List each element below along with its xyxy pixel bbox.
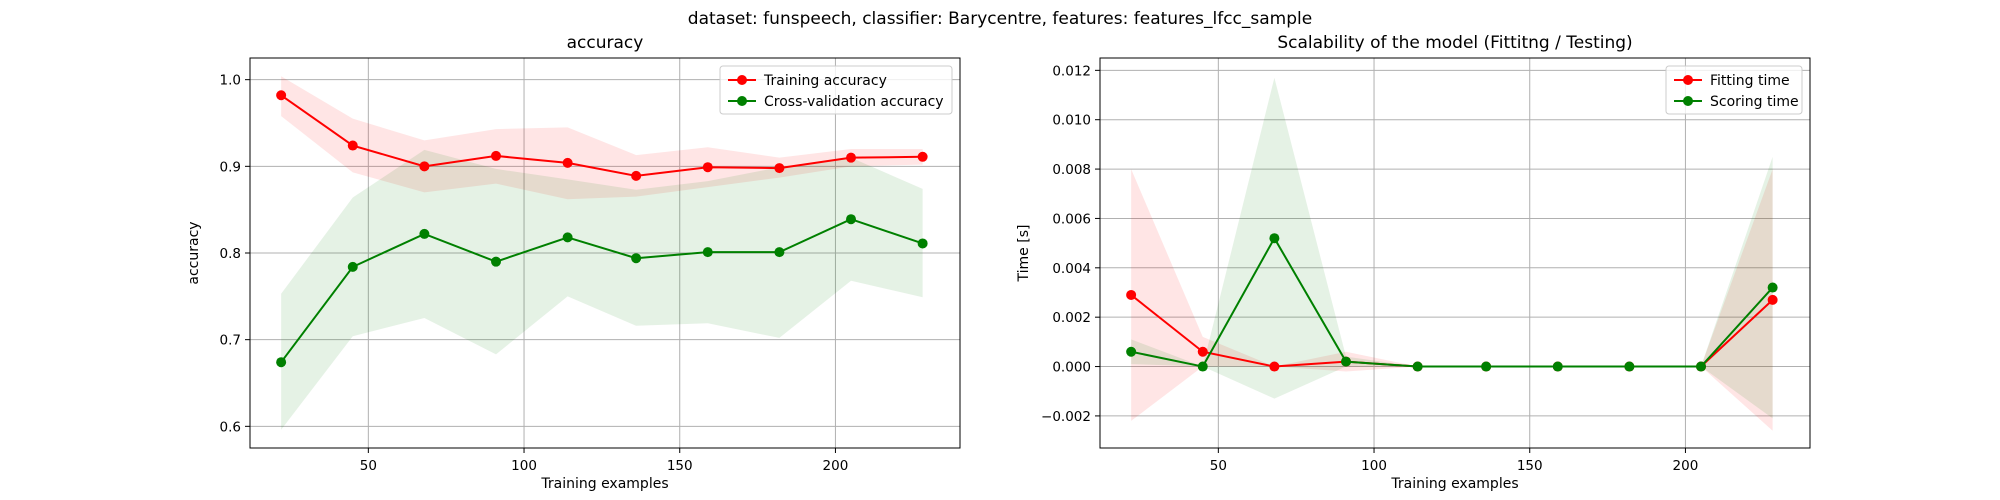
line-scoring-time — [1130, 236, 1774, 368]
y-tick-label: 0.6 — [220, 419, 241, 435]
point-training-accuracy — [774, 163, 785, 174]
point-training-accuracy — [419, 161, 430, 172]
y-tick-label: 0.004 — [1052, 261, 1091, 277]
point-scoring-time — [1197, 361, 1208, 372]
legend-swatch-marker — [1683, 96, 1693, 106]
x-tick-label: 150 — [667, 458, 693, 474]
point-cross-validation-accuracy — [774, 247, 785, 258]
y-tick-label: 1.0 — [220, 73, 241, 89]
point-scoring-time — [1341, 356, 1352, 367]
point-scoring-time — [1696, 361, 1707, 372]
point-training-accuracy — [631, 170, 642, 181]
band-cross-validation-accuracy — [281, 149, 923, 430]
point-training-accuracy — [846, 152, 857, 163]
line-training-accuracy — [280, 94, 923, 177]
point-training-accuracy — [276, 90, 287, 101]
point-fitting-time — [1126, 289, 1137, 300]
legend: Training accuracy Cross-validation accura… — [719, 65, 953, 115]
legend-swatch-marker — [737, 96, 747, 106]
x-tick-label: 150 — [1517, 458, 1543, 474]
point-cross-validation-accuracy — [631, 253, 642, 264]
y-tick-label: 0.008 — [1052, 162, 1091, 178]
y-tick-label: 0.010 — [1052, 113, 1091, 129]
point-fitting-time — [1767, 294, 1778, 305]
point-scoring-time — [1412, 361, 1423, 372]
point-cross-validation-accuracy — [491, 256, 502, 267]
point-cross-validation-accuracy — [702, 247, 713, 258]
legend-box — [719, 65, 953, 115]
y-axis-label: accuracy — [186, 221, 202, 284]
x-tick-label: 50 — [1210, 458, 1227, 474]
legend: Fitting time Scoring time — [1665, 65, 1803, 115]
y-tick-label: 0.7 — [220, 333, 241, 349]
point-cross-validation-accuracy — [846, 214, 857, 225]
y-tick-label: −0.002 — [1041, 409, 1091, 425]
y-tick-label: 0.012 — [1052, 63, 1091, 79]
legend-swatch-marker — [737, 75, 747, 85]
x-tick-label: 100 — [1361, 458, 1387, 474]
point-training-accuracy — [917, 151, 928, 162]
point-scoring-time — [1767, 282, 1778, 293]
y-tick-label: 0.006 — [1052, 211, 1091, 227]
point-training-accuracy — [347, 140, 358, 151]
point-cross-validation-accuracy — [562, 232, 573, 243]
point-scoring-time — [1126, 346, 1137, 357]
scalability-panel: 50 100 150 200 −0.002 0.000 0.002 0.004 0.006 0.0… — [1016, 33, 1811, 492]
point-cross-validation-accuracy — [419, 228, 430, 239]
point-scoring-time — [1552, 361, 1563, 372]
figure-suptitle: dataset: funspeech, classifier: Barycent… — [688, 9, 1312, 29]
x-tick-label: 200 — [1673, 458, 1699, 474]
point-cross-validation-accuracy — [347, 261, 358, 272]
chart-title: accuracy — [567, 33, 644, 53]
band-scoring-time — [1131, 77, 1773, 419]
x-axis-label: Training examples — [1390, 476, 1518, 492]
point-cross-validation-accuracy — [276, 357, 287, 368]
y-tick-label: 0.002 — [1052, 310, 1091, 326]
x-tick-label: 200 — [823, 458, 849, 474]
point-fitting-time — [1197, 346, 1208, 357]
legend-entry-label: Fitting time — [1710, 73, 1790, 89]
point-training-accuracy — [702, 162, 713, 173]
point-training-accuracy — [562, 157, 573, 168]
point-training-accuracy — [491, 150, 502, 161]
x-tick-label: 50 — [360, 458, 377, 474]
point-scoring-time — [1269, 233, 1280, 244]
y-axis-label: Time [s] — [1016, 225, 1032, 283]
y-tick-label: 0.000 — [1052, 360, 1091, 376]
legend-entry-label: Training accuracy — [763, 73, 887, 89]
point-scoring-time — [1624, 361, 1635, 372]
point-scoring-time — [1481, 361, 1492, 372]
legend-swatch-marker — [1683, 75, 1693, 85]
point-cross-validation-accuracy — [917, 238, 928, 249]
x-axis-label: Training examples — [540, 476, 668, 492]
y-tick-label: 0.9 — [220, 159, 241, 175]
point-fitting-time — [1269, 361, 1280, 372]
y-tick-label: 0.8 — [220, 246, 241, 262]
line-cross-validation-accuracy — [280, 218, 923, 363]
x-tick-label: 100 — [511, 458, 537, 474]
axes-frame — [1099, 57, 1811, 449]
accuracy-panel: 50 100 150 200 0.6 0.7 0.8 0.9 1.0 accuracy Traini… — [186, 33, 961, 492]
legend-entry-label: Scoring time — [1710, 94, 1799, 110]
legend-entry-label: Cross-validation accuracy — [764, 94, 944, 110]
chart-title: Scalability of the model (Fittitng / Tes… — [1277, 33, 1632, 53]
